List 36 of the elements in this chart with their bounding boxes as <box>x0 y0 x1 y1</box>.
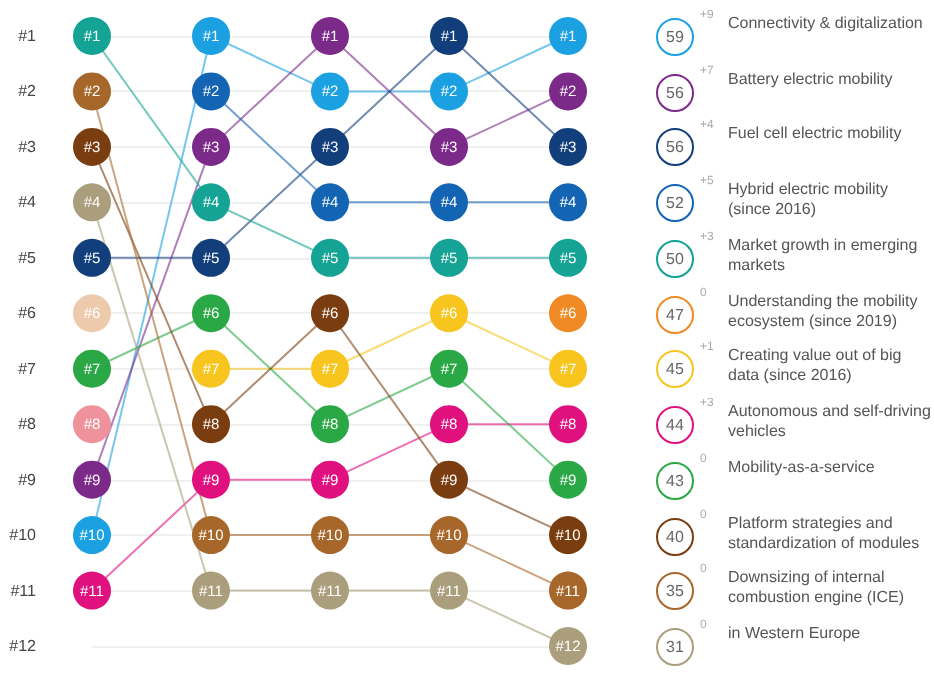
text: 50 <box>656 239 694 278</box>
legend-label: Platform strategies and standardization of modules <box>728 513 922 554</box>
y-tick-label: #10 <box>9 526 38 545</box>
y-tick-label: #12 <box>9 637 38 655</box>
text: Fuel cell electric mobility <box>728 124 904 145</box>
y-tick-label: #2 <box>18 82 38 101</box>
y-tick-label: #9 <box>18 470 38 489</box>
y-tick-label: #6 <box>18 304 38 323</box>
text: Battery electric mobility <box>728 69 895 90</box>
text: 43 <box>656 461 694 500</box>
y-tick-label: #4 <box>18 193 38 212</box>
text: Connectivity & digitalization <box>728 14 925 34</box>
y-tick-label: #1 <box>18 27 38 45</box>
y-tick-label: #8 <box>18 415 38 434</box>
text: 59 <box>656 18 694 56</box>
text: 56 <box>656 73 694 112</box>
legend-label: Understanding the mobility ecosystem (since 2019) <box>728 291 920 332</box>
text: 47 <box>656 295 694 334</box>
legend-label: Autonomous and self-driving vehicles <box>728 402 933 443</box>
text: 56 <box>656 128 694 167</box>
y-tick-label: #5 <box>18 248 38 267</box>
legend-label: Hybrid electric mobility (since 2016) <box>728 180 891 221</box>
legend-label: Downsizing of internal combustion engine (ICE) <box>728 568 907 609</box>
legend-label: Market growth in emerging markets <box>728 235 920 276</box>
text: 40 <box>656 517 694 556</box>
text: Mobility-as-a-service <box>728 457 877 478</box>
text: 45 <box>656 350 694 389</box>
text: 31 <box>656 628 694 666</box>
text: in Western Europe <box>728 624 863 644</box>
text: 52 <box>656 184 694 223</box>
y-tick-label: #11 <box>10 581 38 600</box>
y-tick-label: #7 <box>18 359 38 378</box>
y-tick-label: #3 <box>18 137 38 156</box>
text: 44 <box>656 406 694 445</box>
legend-label: Creating value out of big data (since 2016) <box>728 346 904 387</box>
text: 35 <box>656 572 694 611</box>
